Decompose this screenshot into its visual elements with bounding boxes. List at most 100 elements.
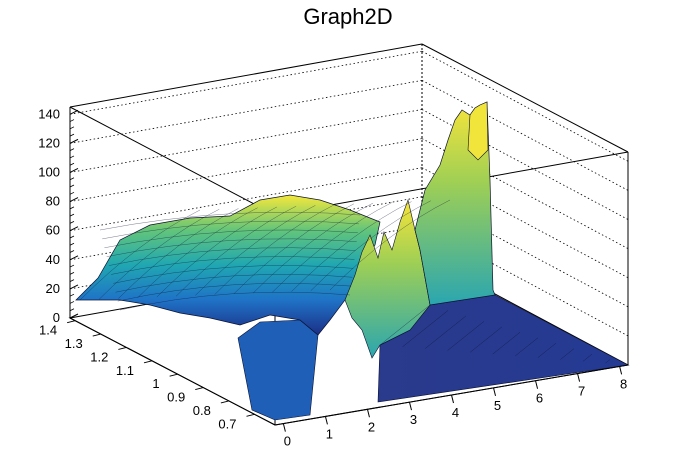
mesh-line — [272, 202, 393, 293]
mesh-line — [537, 343, 557, 358]
x-tick-label: 4 — [452, 405, 459, 420]
z-minor-tick — [69, 293, 75, 297]
mesh-line — [102, 220, 359, 240]
mesh-line — [111, 256, 355, 275]
x-tick — [324, 416, 328, 425]
x-tick — [366, 409, 370, 418]
x-tick-label: 3 — [410, 412, 417, 427]
z-tick — [69, 284, 79, 290]
x-tick-label: 1 — [326, 426, 333, 441]
box-front-top — [69, 106, 276, 216]
y-tick-label: 1.2 — [90, 349, 108, 364]
z-minor-tick — [69, 242, 75, 246]
z-minor-tick — [69, 191, 75, 195]
z-tick-label: 40 — [46, 252, 60, 267]
x-tick-label: 0 — [284, 434, 291, 449]
x-tick — [493, 387, 497, 396]
grid-line-back-right — [421, 167, 629, 279]
mesh-line — [113, 265, 354, 284]
y-tick — [169, 373, 178, 377]
x-tick-label: 2 — [368, 419, 375, 434]
z-tick-label: 140 — [38, 106, 60, 121]
y-tick-label: 1.3 — [65, 336, 83, 351]
z-axis: 0 20 40 60 80 100 120 140 — [38, 106, 79, 325]
x-tick-label: 8 — [620, 376, 627, 391]
z-minor-tick — [69, 206, 75, 210]
mesh-line — [379, 304, 431, 346]
mesh-line — [560, 348, 575, 360]
box-back-top — [69, 43, 423, 108]
surface-mesh-lines — [79, 199, 451, 311]
z-tick — [69, 138, 79, 144]
y-tick-label: 1.1 — [116, 363, 134, 378]
x-tick — [619, 366, 623, 375]
surface-front-drop — [237, 319, 319, 421]
z-tick-label: 0 — [53, 310, 60, 325]
y-tick — [67, 320, 76, 324]
y-tick-label: 0.7 — [218, 416, 236, 431]
z-tick — [69, 168, 79, 173]
z-minor-tick — [69, 235, 75, 239]
z-minor-tick — [69, 126, 75, 130]
z-minor-tick — [69, 271, 75, 275]
x-tick-label: 5 — [494, 398, 501, 413]
flat-mesh-lines — [379, 304, 611, 364]
y-axis-line — [69, 317, 276, 426]
x-tick — [408, 402, 412, 411]
grid-line-back-left — [69, 50, 423, 115]
y-tick — [92, 333, 101, 337]
grid-line-back-right — [421, 225, 629, 337]
z-tick — [69, 226, 79, 232]
box-back-right-top — [421, 43, 629, 153]
mesh-line — [492, 332, 521, 355]
x-tick — [577, 373, 581, 382]
mesh-line — [119, 291, 351, 311]
mesh-line — [117, 283, 352, 302]
y-tick — [118, 346, 127, 350]
z-minor-tick — [69, 148, 75, 152]
y-tick — [143, 360, 153, 364]
surface-peak — [467, 101, 489, 161]
z-tick-label: 100 — [38, 164, 60, 179]
grid-line-back-right — [421, 196, 629, 308]
surface-spikes-middle — [344, 198, 431, 359]
mesh-line — [470, 326, 503, 353]
mesh-line — [291, 201, 412, 292]
grid-lines — [69, 50, 629, 337]
z-tick-label: 80 — [46, 194, 60, 209]
mesh-line — [156, 206, 278, 298]
z-minor-tick — [69, 308, 75, 312]
z-tick — [69, 109, 79, 115]
x-tick — [535, 380, 539, 389]
z-tick — [69, 255, 79, 261]
mesh-line — [582, 353, 593, 362]
z-minor-tick — [69, 250, 75, 253]
z-minor-tick — [69, 155, 75, 159]
mesh-line — [214, 204, 335, 295]
mesh-line — [195, 205, 316, 296]
mesh-line — [115, 274, 353, 293]
z-minor-tick — [69, 184, 75, 188]
z-tick — [69, 313, 79, 319]
x-tick-label: 6 — [536, 391, 543, 406]
z-tick-label: 20 — [46, 281, 60, 296]
y-tick-label: 0.8 — [193, 403, 211, 418]
grid-line-back-right — [421, 109, 629, 220]
y-tick — [246, 413, 255, 417]
grid-line-back-left — [69, 109, 423, 173]
mesh-line — [104, 229, 358, 248]
mesh-line — [447, 321, 485, 351]
mesh-line — [310, 200, 431, 291]
mesh-line — [137, 207, 258, 298]
mesh-line — [252, 202, 374, 294]
grid-line-back-left — [69, 138, 423, 202]
surface-mesh — [75, 101, 629, 421]
mesh-line — [99, 209, 220, 300]
z-minor-tick — [69, 133, 75, 137]
mesh-line — [402, 310, 449, 347]
z-tick-label: 120 — [38, 135, 60, 150]
z-minor-tick — [69, 221, 75, 224]
x-tick — [282, 423, 286, 432]
mesh-line — [106, 238, 357, 257]
z-tick-label: 60 — [46, 223, 60, 238]
